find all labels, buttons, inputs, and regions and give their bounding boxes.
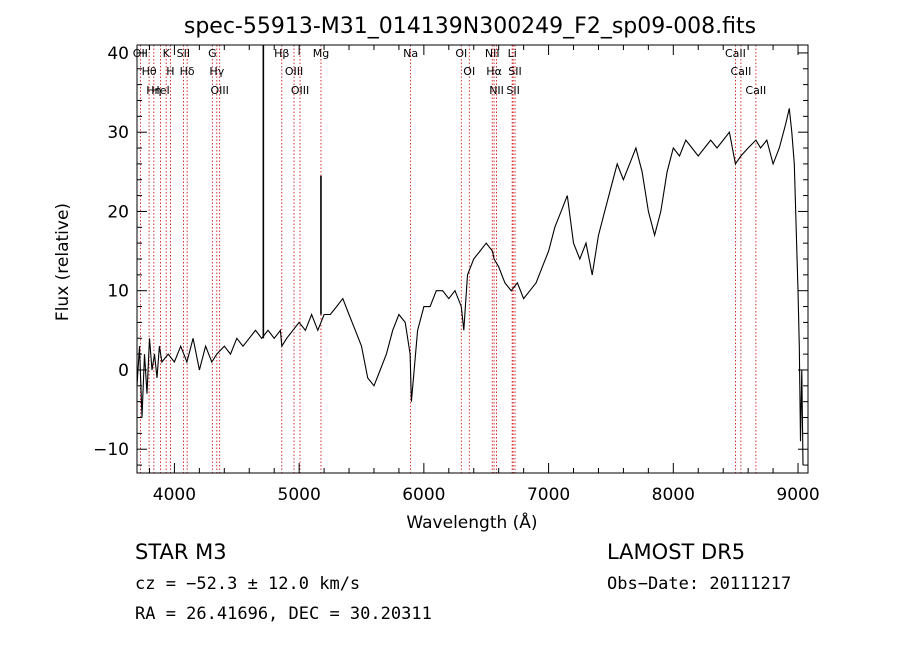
coordinates: RA = 26.41696, DEC = 30.20311: [135, 604, 432, 624]
x-axis-label: Wavelength (Å): [406, 511, 537, 533]
line-marker-label: CaII: [745, 84, 766, 97]
line-marker-label: Na: [403, 47, 418, 60]
spectrum-plot: spec-55913-M31_014139N300249_F2_sp09-008…: [53, 14, 820, 533]
x-tick-label: 7000: [527, 485, 570, 505]
y-tick-label: 40: [107, 44, 129, 64]
line-marker-label: Hβ: [274, 47, 289, 60]
line-marker-label: Hγ: [209, 65, 224, 78]
line-marker-label: OIII: [210, 84, 228, 97]
y-tick-label: 30: [107, 123, 129, 143]
line-marker-label: Hθ: [142, 65, 157, 78]
line-marker-label: Hα: [486, 65, 502, 78]
line-marker-label: OI: [463, 65, 475, 78]
x-tick-label: 4000: [153, 485, 196, 505]
line-marker-label: SII: [506, 84, 519, 97]
line-marker-label: OIII: [285, 65, 303, 78]
y-tick-label: 10: [107, 282, 129, 302]
survey-name: LAMOST DR5: [607, 540, 746, 564]
spectral-class: STAR M3: [135, 540, 227, 564]
line-marker-label: SII: [508, 65, 521, 78]
y-tick-label: 20: [107, 202, 129, 222]
line-marker-label: Hδ: [180, 65, 195, 78]
line-marker-label: H: [166, 65, 174, 78]
x-axis-ticks: 4000 5000 6000 7000 8000 9000: [148, 45, 820, 505]
y-axis-label: Flux (relative): [53, 203, 73, 321]
spectrum-line: [136, 108, 804, 466]
y-tick-label: 0: [118, 361, 129, 381]
line-marker-label: K: [163, 47, 171, 60]
redshift-velocity: cz = −52.3 ± 12.0 km/s: [135, 574, 361, 594]
line-marker-label: Li: [508, 47, 517, 60]
line-marker-label: HeI: [151, 84, 169, 97]
line-marker-label: Hη: [146, 84, 161, 97]
x-tick-label: 8000: [652, 485, 695, 505]
y-tick-label: −10: [93, 440, 129, 460]
spectral-line-markers: [139, 45, 757, 473]
x-tick-label: 5000: [278, 485, 321, 505]
spectrum-spikes: [262, 45, 322, 339]
x-tick-label: 6000: [402, 485, 445, 505]
line-marker-label: NII: [485, 47, 500, 60]
x-tick-label: 9000: [776, 485, 819, 505]
line-marker-label: NII: [489, 84, 504, 97]
line-marker-label: CaII: [730, 65, 751, 78]
line-marker-label: OI: [455, 47, 467, 60]
line-marker-label: OII: [133, 47, 148, 60]
line-marker-label: SII: [177, 47, 190, 60]
line-marker-label: Mg: [313, 47, 329, 60]
line-marker-label: OIII: [291, 84, 309, 97]
y-axis-ticks: −10 0 10 20 30 40: [93, 44, 808, 466]
chart-title: spec-55913-M31_014139N300249_F2_sp09-008…: [184, 14, 756, 39]
observation-date: Obs−Date: 20111217: [607, 574, 792, 594]
line-marker-label: CaII: [725, 47, 746, 60]
line-marker-label: G: [208, 47, 217, 60]
plot-frame: [136, 44, 809, 474]
